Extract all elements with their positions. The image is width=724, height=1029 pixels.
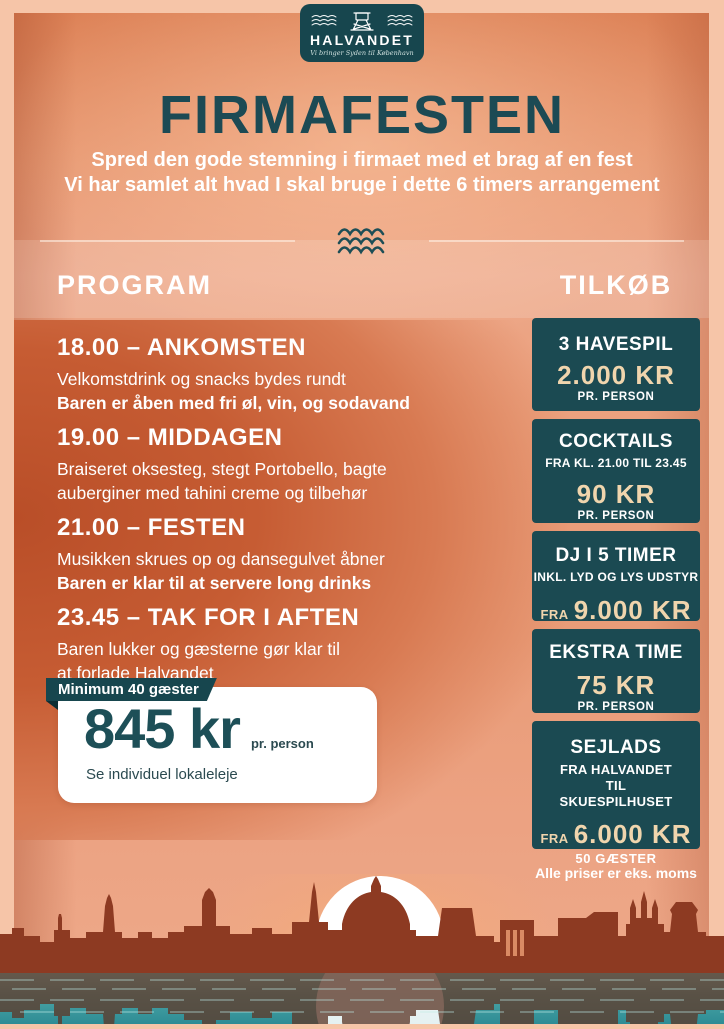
program-item-desc: Velkomstdrink og snacks bydes rundt [57, 369, 346, 389]
program-item-title: 18.00 – ANKOMSTEN [57, 334, 307, 361]
ribbon-fold [46, 701, 58, 710]
addon-box: COCKTAILS FRA KL. 21.00 TIL 23.45 90 KR … [532, 419, 700, 523]
addon-sub: PR. PERSON [577, 510, 655, 522]
program-item-title: 19.00 – MIDDAGEN [57, 424, 283, 451]
program-heading: PROGRAM [57, 270, 212, 300]
addon-price: 75 KR [576, 670, 656, 700]
addon-title: DJ I 5 TIMER [555, 545, 677, 566]
subtitle-line-1: Spred den gode stemning i firmaet med et… [91, 149, 633, 171]
program-item-highlight: Baren er klar til at servere long drinks [57, 573, 372, 593]
addon-title: 3 HAVESPIL [558, 334, 674, 355]
skyline-illustration [0, 840, 724, 1029]
program-item: 19.00 – MIDDAGEN Braiseret oksesteg, ste… [57, 424, 487, 505]
addon-price-row: FRA 9.000 KR [532, 596, 700, 624]
addon-price: 90 KR [576, 479, 656, 509]
water-tower-icon [311, 12, 413, 31]
prices-ex-vat-note: Alle priser er eks. moms [535, 865, 697, 881]
addon-sub: PR. PERSON [577, 391, 655, 403]
waves-divider-icon [337, 228, 385, 255]
price-note: Se individuel lokaleleje [86, 766, 238, 783]
min-guests-ribbon: Minimum 40 gæster [46, 678, 217, 701]
addon-price: 2.000 KR [557, 360, 675, 390]
program-item: 21.00 – FESTEN Musikken skrues op og dan… [57, 514, 487, 595]
program-item: 18.00 – ANKOMSTEN Velkomstdrink og snack… [57, 334, 487, 415]
addon-sub: 50 GÆSTER [575, 851, 657, 866]
program-item-desc: auberginer med tahini creme og tilbehør [57, 483, 368, 503]
addon-title: SEJLADS [570, 737, 662, 758]
addon-note: FRA KL. 21.00 TIL 23.45 [545, 456, 687, 470]
addon-price: 9.000 KR [573, 595, 692, 625]
addon-title: EKSTRA TIME [549, 642, 683, 663]
brand-tagline: Vi bringer Syden til København [310, 49, 414, 57]
program-item-title: 21.00 – FESTEN [57, 514, 246, 541]
price-unit: pr. person [250, 736, 314, 751]
halvandet-logo-badge: HALVANDET Vi bringer Syden til København [300, 4, 424, 62]
program-item: 23.45 – TAK FOR I AFTEN Baren lukker og … [57, 604, 487, 685]
program-item-desc: Musikken skrues op og dansegulvet åbner [57, 549, 385, 569]
addons-heading: TILKØB [559, 270, 673, 300]
addon-price-prefix: FRA [540, 607, 569, 622]
addon-box: SEJLADS FRA HALVANDET TIL SKUESPILHUSET … [532, 721, 700, 866]
addon-note: FRA HALVANDET TIL SKUESPILHUSET [559, 762, 673, 809]
divider-line-right [429, 240, 684, 242]
poster-subtitle: Spred den gode stemning i firmaet med et… [0, 148, 724, 198]
addon-price-row: FRA 6.000 KR [532, 820, 700, 848]
colonnade-slits [506, 930, 524, 956]
program-item-desc: Braiseret oksesteg, stegt Portobello, ba… [57, 459, 387, 479]
addon-price-prefix: FRA [540, 831, 569, 846]
water-reflections [0, 973, 724, 1024]
addon-box: EKSTRA TIME 75 KR PR. PERSON [532, 629, 700, 713]
program-item-highlight: Baren er åben med fri øl, vin, og sodava… [57, 393, 410, 413]
price-amount: 845 kr [84, 697, 241, 760]
header-divider [40, 226, 684, 256]
divider-line-left [40, 240, 295, 242]
addon-box: DJ I 5 TIMER INKL. LYD OG LYS UDSTYR FRA… [532, 531, 700, 624]
program-list: 18.00 – ANKOMSTEN Velkomstdrink og snack… [57, 334, 487, 694]
price-card: 845 kr pr. person Se individuel lokalele… [58, 687, 377, 803]
price-line: 845 kr pr. person [84, 700, 314, 758]
subtitle-line-2: Vi har samlet alt hvad I skal bruge i de… [64, 174, 660, 196]
addons-column: 3 HAVESPIL 2.000 KR PR. PERSON COCKTAILS… [532, 318, 700, 881]
addon-title: COCKTAILS [559, 431, 673, 452]
program-item-desc: Baren lukker og gæsterne gør klar til [57, 639, 341, 659]
program-item-title: 23.45 – TAK FOR I AFTEN [57, 604, 360, 631]
brand-name: HALVANDET [309, 32, 415, 48]
poster-title: FIRMAFESTEN [159, 85, 565, 145]
addon-sub: PR. PERSON [577, 701, 655, 713]
addon-box: 3 HAVESPIL 2.000 KR PR. PERSON [532, 318, 700, 411]
addon-price: 6.000 KR [573, 819, 692, 849]
addon-note: INKL. LYD OG LYS UDSTYR [533, 570, 699, 584]
